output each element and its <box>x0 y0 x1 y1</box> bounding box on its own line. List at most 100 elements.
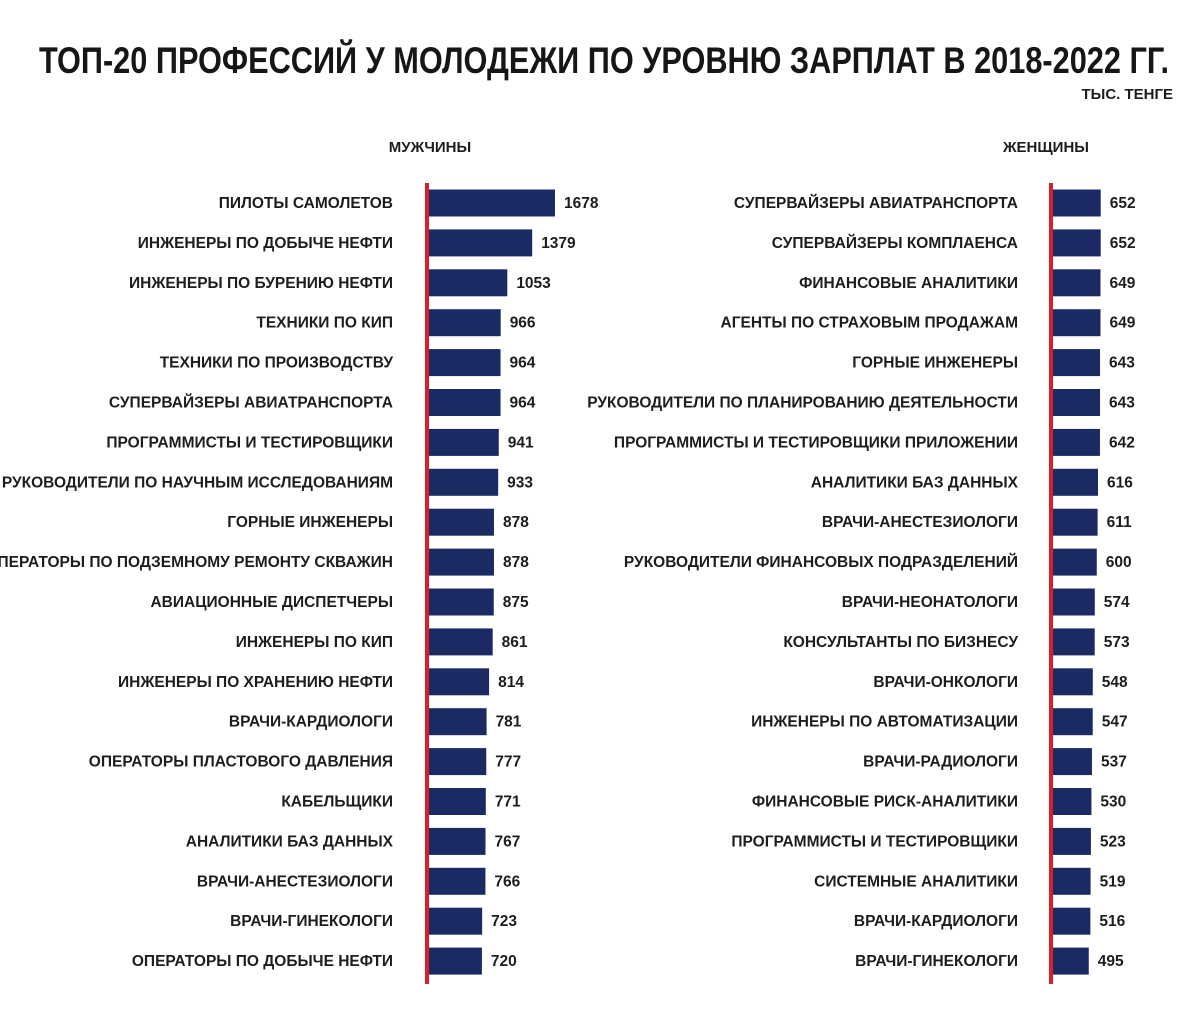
men-bar <box>427 867 486 895</box>
women-value-label: 649 <box>1110 275 1136 292</box>
men-bar <box>427 349 501 377</box>
men-category-label: ИНЖЕНЕРЫ ПО ХРАНЕНИЮ НЕФТИ <box>118 674 393 691</box>
women-category-label: ФИНАНСОВЫЕ АНАЛИТИКИ <box>799 275 1018 292</box>
women-bar <box>1051 309 1101 337</box>
men-bar <box>427 708 487 736</box>
women-value-label: 574 <box>1104 594 1130 611</box>
women-value-label: 573 <box>1104 634 1130 651</box>
women-bar <box>1051 468 1098 496</box>
women-category-label: ВРАЧИ-ГИНЕКОЛОГИ <box>855 953 1018 970</box>
women-value-label: 652 <box>1110 235 1136 252</box>
men-bar <box>427 428 499 456</box>
men-category-label: ОПЕРАТОРЫ ПЛАСТОВОГО ДАВЛЕНИЯ <box>89 754 393 771</box>
men-bar <box>427 788 486 815</box>
men-value-label: 933 <box>507 474 533 491</box>
men-category-label: ТЕХНИКИ ПО КИП <box>256 315 393 332</box>
women-bar <box>1051 389 1101 416</box>
women-bar <box>1051 229 1101 257</box>
women-value-label: 495 <box>1098 953 1124 970</box>
men-category-label: ТЕХНИКИ ПО ПРОИЗВОДСТВУ <box>160 355 394 372</box>
men-category-label: ОПЕРАТОРЫ ПО ПОДЗЕМНОМУ РЕМОНТУ СКВАЖИН <box>0 554 393 571</box>
women-category-label: ВРАЧИ-КАРДИОЛОГИ <box>854 913 1018 930</box>
women-bar <box>1051 827 1091 855</box>
women-value-label: 611 <box>1107 514 1132 531</box>
men-bar <box>427 907 483 935</box>
women-value-label: 642 <box>1109 434 1135 451</box>
men-value-label: 1678 <box>564 195 599 212</box>
men-category-label: ПИЛОТЫ САМОЛЕТОВ <box>219 195 393 212</box>
men-bar <box>427 628 493 656</box>
men-value-label: 1053 <box>516 275 551 292</box>
women-bar <box>1051 907 1091 935</box>
women-bar <box>1051 588 1095 616</box>
men-bar <box>427 468 499 496</box>
men-category-label: КАБЕЛЬЩИКИ <box>281 794 393 811</box>
women-value-label: 652 <box>1110 195 1136 212</box>
men-value-label: 878 <box>503 554 529 571</box>
men-bar <box>427 748 487 776</box>
women-value-label: 537 <box>1101 754 1127 771</box>
men-bar <box>427 668 490 696</box>
men-category-label: ГОРНЫЕ ИНЖЕНЕРЫ <box>227 514 393 531</box>
men-category-label: СУПЕРВАЙЗЕРЫ АВИАТРАНСПОРТА <box>109 394 393 412</box>
men-value-label: 1379 <box>541 235 576 252</box>
women-bar <box>1051 349 1101 377</box>
men-category-label: РУКОВОДИТЕЛИ ПО НАУЧНЫМ ИССЛЕДОВАНИЯМ <box>2 474 393 491</box>
women-bar <box>1051 189 1101 217</box>
men-bar <box>427 269 508 297</box>
men-value-label: 814 <box>498 674 524 691</box>
men-category-label: ОПЕРАТОРЫ ПО ДОБЫЧЕ НЕФТИ <box>132 953 393 970</box>
men-value-label: 875 <box>503 594 529 611</box>
men-value-label: 720 <box>491 953 517 970</box>
women-value-label: 516 <box>1099 913 1125 930</box>
men-value-label: 861 <box>502 634 528 651</box>
women-category-label: СУПЕРВАЙЗЕРЫ КОМПЛАЕНСА <box>772 234 1018 252</box>
women-category-label: ВРАЧИ-ОНКОЛОГИ <box>873 674 1018 691</box>
women-value-label: 643 <box>1109 395 1135 412</box>
men-category-label: АНАЛИТИКИ БАЗ ДАННЫХ <box>186 833 394 850</box>
women-bar <box>1051 428 1100 456</box>
women-category-label: ПРОГРАММИСТЫ И ТЕСТИРОВЩИКИ ПРИЛОЖЕНИИ <box>614 434 1018 451</box>
women-bar <box>1051 628 1095 656</box>
women-value-label: 600 <box>1106 554 1132 571</box>
men-panel-title: МУЖЧИНЫ <box>389 139 471 156</box>
men-value-label: 964 <box>510 355 536 372</box>
women-category-label: ВРАЧИ-РАДИОЛОГИ <box>863 754 1018 771</box>
women-category-label: СУПЕРВАЙЗЕРЫ АВИАТРАНСПОРТА <box>734 194 1018 212</box>
unit-label: ТЫС. ТЕНГЕ <box>1081 86 1173 103</box>
women-category-label: РУКОВОДИТЕЛИ ПО ПЛАНИРОВАНИЮ ДЕЯТЕЛЬНОСТ… <box>587 395 1018 412</box>
women-value-label: 519 <box>1100 873 1126 890</box>
women-value-label: 548 <box>1102 674 1128 691</box>
men-bar <box>427 548 494 576</box>
men-bar <box>427 508 494 536</box>
women-bar <box>1051 269 1101 297</box>
women-category-label: ВРАЧИ-НЕОНАТОЛОГИ <box>842 594 1018 611</box>
women-panel-title: ЖЕНЩИНЫ <box>1002 139 1089 156</box>
men-bar <box>427 947 482 975</box>
women-value-label: 616 <box>1107 474 1133 491</box>
women-category-label: ФИНАНСОВЫЕ РИСК-АНАЛИТИКИ <box>752 794 1018 811</box>
women-category-label: РУКОВОДИТЕЛИ ФИНАНСОВЫХ ПОДРАЗДЕЛЕНИЙ <box>624 553 1018 571</box>
women-bar <box>1051 708 1093 736</box>
women-bar <box>1051 748 1092 776</box>
men-category-label: ИНЖЕНЕРЫ ПО ДОБЫЧЕ НЕФТИ <box>138 235 393 252</box>
chart-title: ТОП-20 ПРОФЕССИЙ У МОЛОДЕЖИ ПО УРОВНЮ ЗА… <box>39 39 1169 81</box>
women-category-label: СИСТЕМНЫЕ АНАЛИТИКИ <box>814 873 1018 890</box>
women-value-label: 530 <box>1100 794 1126 811</box>
women-bar <box>1051 508 1098 536</box>
men-category-label: ВРАЧИ-КАРДИОЛОГИ <box>229 714 393 731</box>
women-bar <box>1051 548 1097 576</box>
men-value-label: 964 <box>510 395 536 412</box>
men-category-label: ИНЖЕНЕРЫ ПО КИП <box>236 634 393 651</box>
men-category-label: ВРАЧИ-АНЕСТЕЗИОЛОГИ <box>197 873 393 890</box>
women-bar <box>1051 867 1091 895</box>
women-category-label: АГЕНТЫ ПО СТРАХОВЫМ ПРОДАЖАМ <box>721 315 1018 332</box>
women-category-label: ВРАЧИ-АНЕСТЕЗИОЛОГИ <box>822 514 1018 531</box>
panel-women: ЖЕНЩИНЫ СУПЕРВАЙЗЕРЫ АВИАТРАНСПОРТА 652 СУП… <box>587 139 1136 984</box>
panel-men: МУЖЧИНЫ ПИЛОТЫ САМОЛЕТОВ 1678 ИНЖЕНЕРЫ ПО Д… <box>0 139 599 984</box>
women-category-label: КОНСУЛЬТАНТЫ ПО БИЗНЕСУ <box>783 634 1018 651</box>
men-value-label: 771 <box>495 794 521 811</box>
women-bar <box>1051 788 1092 815</box>
men-value-label: 723 <box>491 913 517 930</box>
men-bar <box>427 389 501 416</box>
